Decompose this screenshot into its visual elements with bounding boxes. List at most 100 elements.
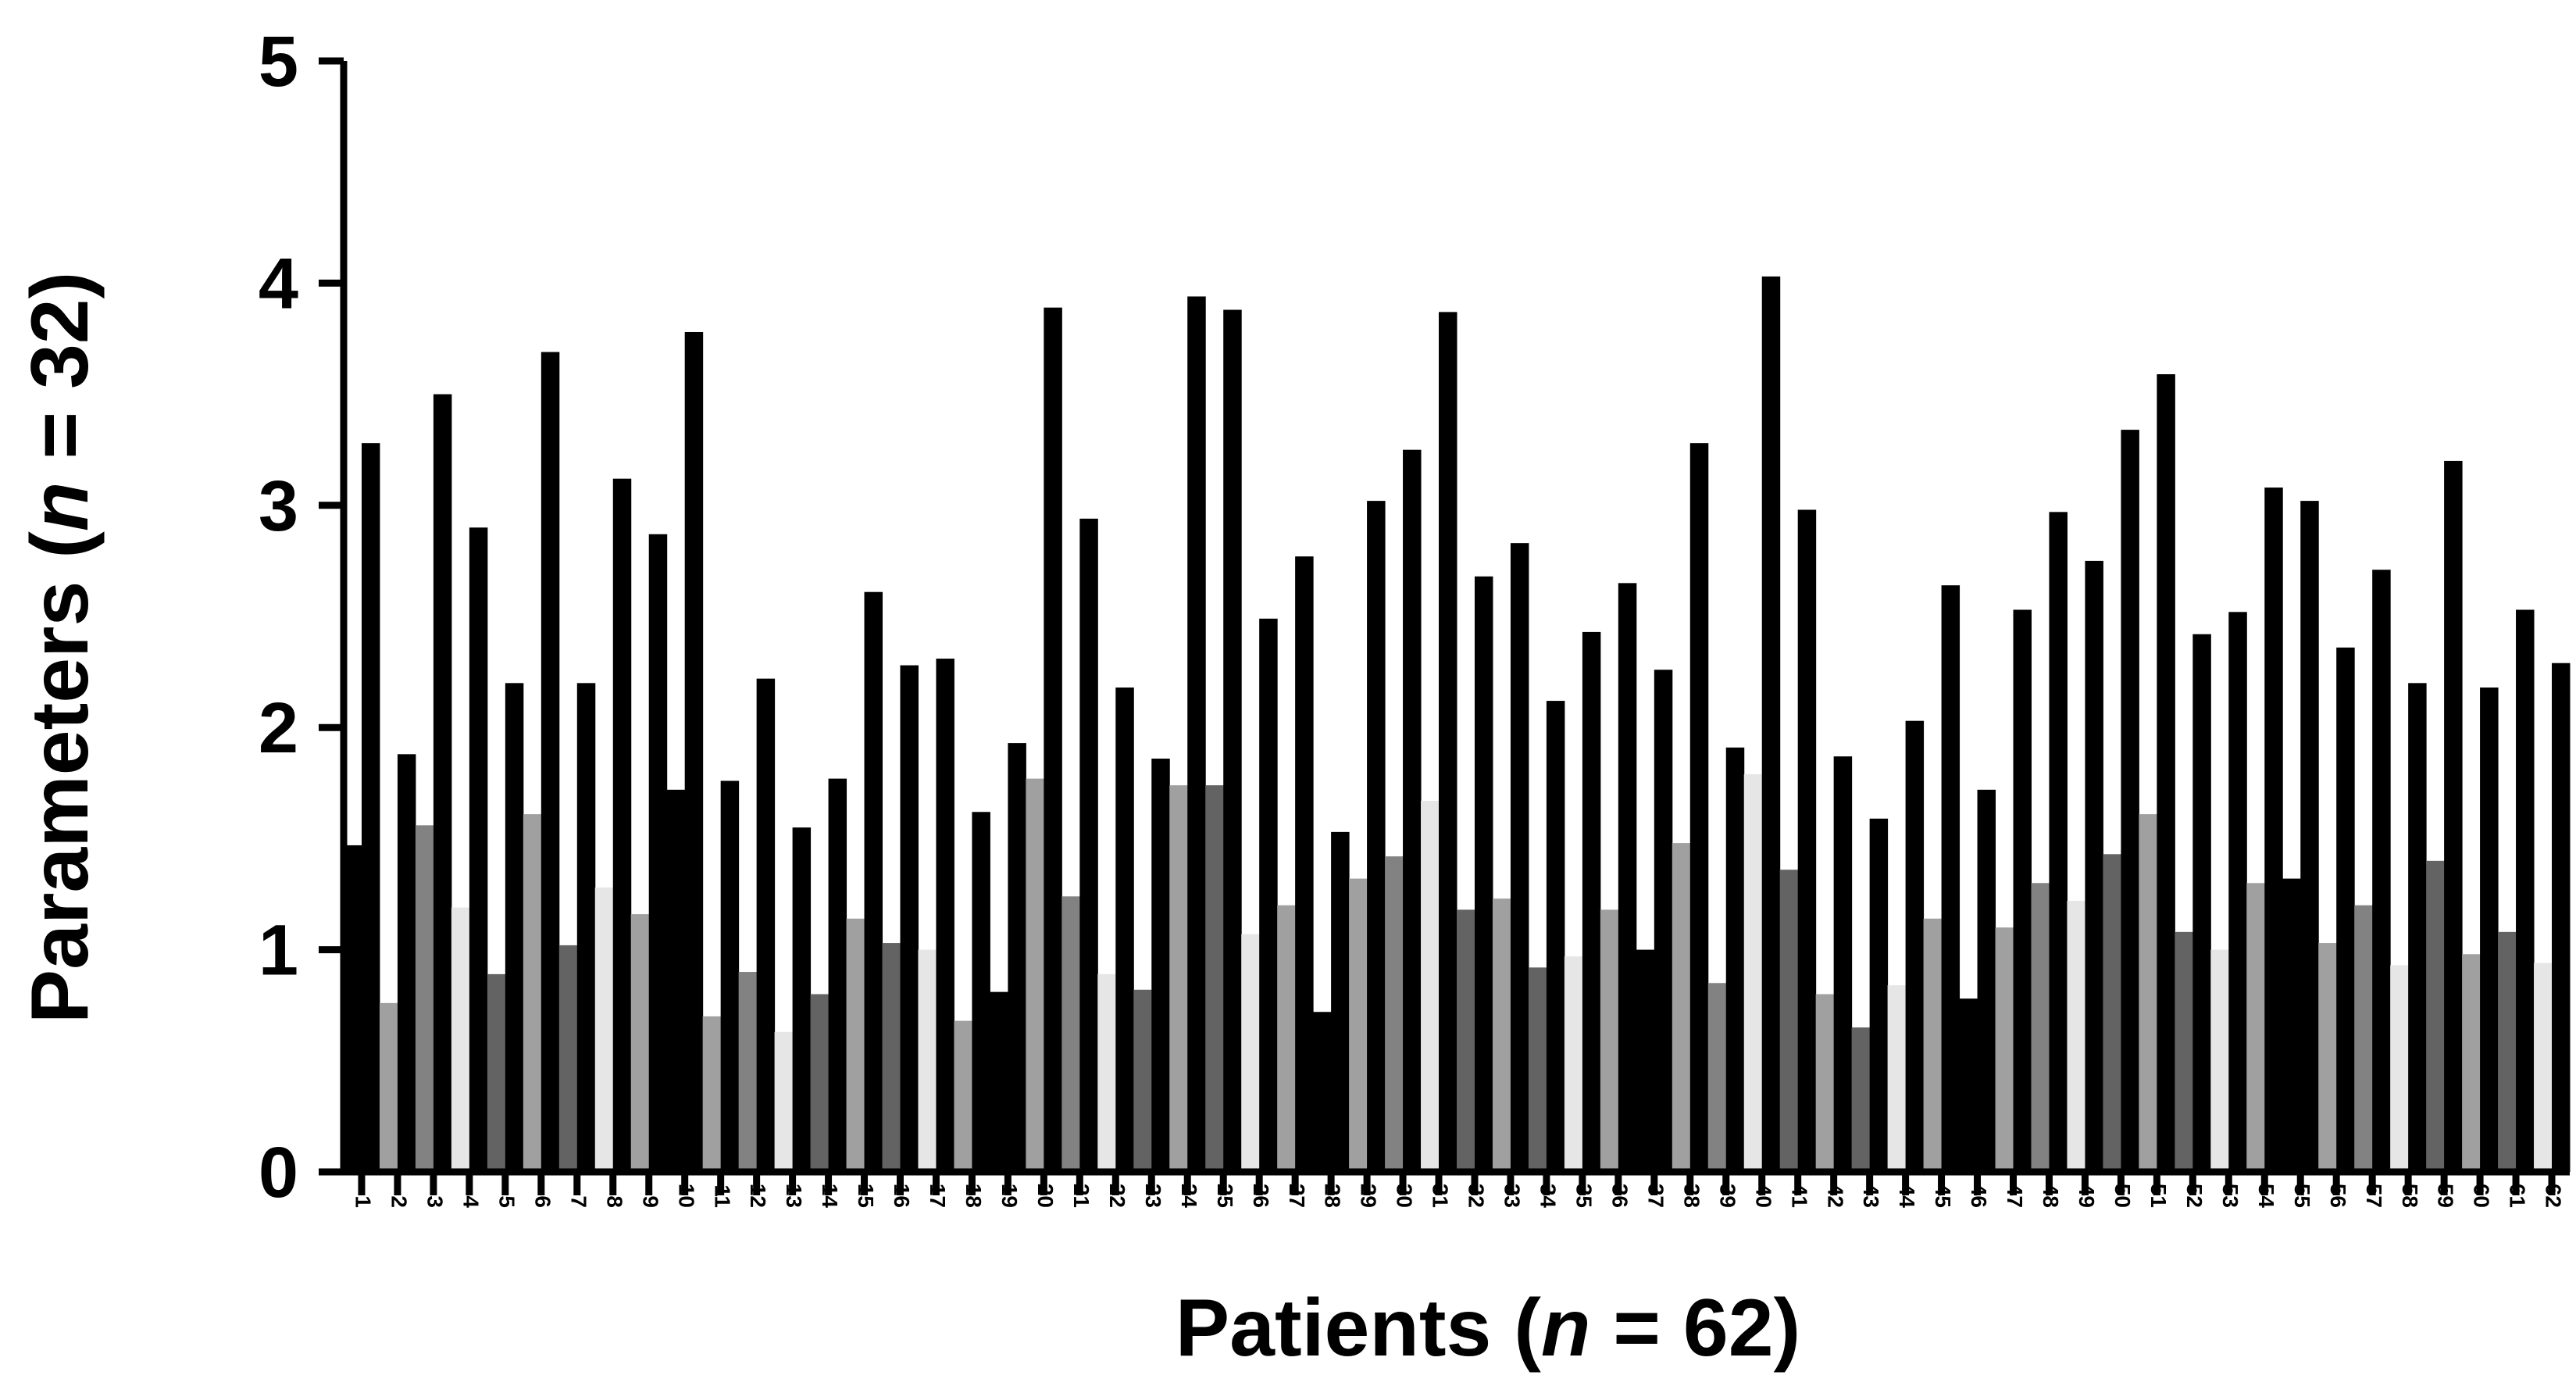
bar-series-1 (1277, 905, 1296, 1172)
x-tick-label: 13 (782, 1184, 806, 1208)
bar-series-2 (1618, 583, 1637, 1172)
x-tick-label: 46 (1967, 1184, 1991, 1208)
x-tick-label: 53 (2218, 1184, 2242, 1208)
bar-series-1 (738, 972, 758, 1172)
bar-series-2 (1403, 449, 1422, 1172)
bar-series-2 (2192, 634, 2211, 1172)
bar-series-2 (361, 443, 380, 1172)
x-axis-title-part-2: = 62) (1590, 1283, 1800, 1373)
x-tick-label: 49 (2075, 1184, 2099, 1208)
x-tick-label: 41 (1787, 1184, 1811, 1208)
x-tick-label: 28 (1321, 1184, 1345, 1208)
bar-series-2 (1044, 307, 1062, 1173)
x-tick-label: 22 (1105, 1184, 1129, 1208)
x-tick-label: 47 (2003, 1184, 2027, 1208)
bar-series-2 (1797, 509, 1817, 1172)
x-tick-label: 52 (2182, 1184, 2207, 1208)
bar-series-2 (1941, 585, 1961, 1172)
y-tick-label: 3 (259, 466, 298, 546)
x-tick-label: 8 (602, 1195, 626, 1208)
bar-series-2 (720, 780, 740, 1172)
bar-series-2 (1008, 743, 1026, 1172)
bar-series-2 (900, 665, 919, 1172)
bar-series-2 (612, 478, 632, 1172)
bar-series-2 (2300, 501, 2319, 1172)
bar-series-1 (415, 825, 434, 1172)
bar-series-1 (1169, 785, 1188, 1172)
bar-series-2 (433, 394, 452, 1173)
x-tick-label: 5 (494, 1195, 519, 1208)
bar-series-1 (1564, 956, 1583, 1172)
x-tick-label: 9 (638, 1195, 662, 1208)
bar-series-1 (1959, 998, 1978, 1172)
x-tick-label: 20 (1033, 1184, 1058, 1208)
bar-series-2 (2228, 612, 2247, 1172)
x-tick-label: 38 (1679, 1184, 1704, 1208)
bar-series-2 (2336, 647, 2355, 1172)
bar-series-2 (1510, 543, 1529, 1172)
x-tick-label: 17 (926, 1184, 950, 1208)
bar-series-1 (594, 887, 614, 1172)
bar-series-2 (576, 683, 596, 1172)
bar-series-1 (1707, 983, 1727, 1172)
bar-series-2 (684, 331, 704, 1172)
bar-series-1 (1851, 1027, 1871, 1172)
bar-series-2 (1761, 276, 1781, 1172)
bar-series-2 (864, 591, 883, 1172)
x-tick-label: 55 (2290, 1184, 2314, 1208)
bar-series-2 (1331, 831, 1350, 1172)
bar-series-1 (1421, 801, 1440, 1172)
x-tick-label: 48 (2039, 1184, 2063, 1208)
bar-series-1 (846, 918, 865, 1172)
bar-series-1 (1061, 896, 1080, 1172)
bar-series-2 (505, 683, 524, 1172)
x-tick-label: 12 (746, 1184, 770, 1208)
bar-series-1 (882, 943, 901, 1172)
bar-series-2 (2049, 512, 2068, 1172)
y-tick-label: 1 (259, 911, 298, 991)
x-tick-label: 50 (2110, 1184, 2135, 1208)
bar-series-1 (2067, 901, 2085, 1172)
y-axis-title: Parameters (n = 32) (15, 272, 105, 1024)
x-tick-label: 26 (1249, 1184, 1273, 1208)
bar-series-1 (666, 789, 686, 1172)
x-tick-label: 37 (1643, 1184, 1668, 1208)
bar-series-2 (541, 352, 560, 1173)
bar-series-1 (1492, 898, 1511, 1172)
x-tick-label: 15 (854, 1184, 878, 1208)
bar-series-1 (1205, 785, 1224, 1172)
x-tick-label: 42 (1823, 1184, 1847, 1208)
bar-series-1 (1779, 870, 1799, 1172)
bar-series-1 (1097, 973, 1116, 1172)
bar-series-1 (2175, 931, 2193, 1172)
bar-series-1 (774, 1031, 794, 1172)
bar-series-2 (2408, 683, 2427, 1172)
bar-series-2 (1833, 756, 1853, 1172)
bar-series-1 (702, 1016, 722, 1172)
bar-series-1 (1241, 934, 1260, 1172)
bar-series-1 (1600, 909, 1619, 1172)
bar-series-1 (2282, 878, 2301, 1172)
x-tick-label: 21 (1069, 1184, 1094, 1208)
bar-series-2 (1582, 631, 1601, 1172)
bar-series-2 (2516, 609, 2535, 1172)
x-tick-label: 25 (1213, 1184, 1237, 1208)
x-tick-label: 18 (962, 1184, 986, 1208)
y-axis-title-n: n (15, 482, 105, 532)
bar-series-2 (1869, 818, 1889, 1172)
x-tick-label: 6 (530, 1195, 555, 1208)
bar-series-1 (2354, 905, 2373, 1172)
x-tick-label: 7 (566, 1195, 590, 1208)
bar-series-2 (1295, 556, 1314, 1172)
bar-series-1 (1349, 878, 1368, 1172)
bar-series-1 (2426, 860, 2445, 1172)
x-tick-label: 23 (1141, 1184, 1165, 1208)
bar-series-1 (810, 994, 830, 1172)
x-tick-label: 45 (1931, 1184, 1955, 1208)
bar-series-2 (972, 812, 990, 1172)
bar-series-1 (1026, 778, 1044, 1172)
bar-series-1 (1672, 843, 1691, 1172)
bar-series-1 (1528, 967, 1547, 1172)
bar-series-1 (630, 914, 650, 1172)
